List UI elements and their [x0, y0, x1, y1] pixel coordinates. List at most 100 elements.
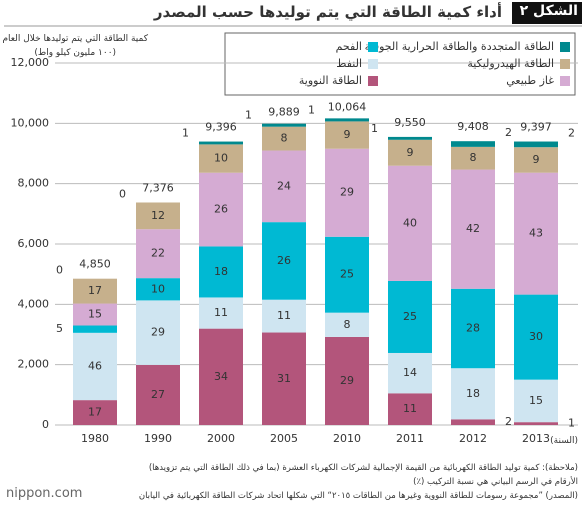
segment-label: 1: [371, 122, 378, 135]
segment-label: 11: [214, 306, 228, 319]
legend-swatch: [368, 59, 378, 69]
y-tick-label: 4,000: [18, 297, 50, 310]
bar-segment: [325, 236, 369, 313]
legend-swatch: [368, 76, 378, 86]
notes: (ملاحظة): كمية توليد الطاقة الكهربائية م…: [138, 463, 578, 501]
bar-segment: [514, 147, 558, 173]
segment-label: 22: [151, 247, 165, 260]
segment-label: 0: [119, 187, 126, 200]
bar-segment: [388, 352, 432, 394]
legend-box: [224, 32, 576, 96]
segment-label: 12: [151, 209, 165, 222]
segment-label: 26: [277, 254, 291, 267]
x-tick-label: 2013: [522, 432, 550, 445]
bar-segment: [325, 121, 369, 149]
segment-label: 10: [151, 282, 165, 295]
x-tick-label: 2010: [333, 432, 361, 445]
segment-label: 5: [56, 322, 63, 335]
chart-title: أداء كمية الطاقة التي يتم توليدها حسب ال…: [153, 3, 502, 21]
total-label: 4,850: [79, 258, 111, 271]
segment-label: 34: [214, 370, 228, 383]
x-tick-label: 1990: [144, 432, 172, 445]
y-tick-label: 8,000: [18, 177, 50, 190]
bar-segment: [451, 141, 495, 147]
bar-segment: [262, 150, 306, 223]
bar-segment: [325, 336, 369, 425]
legend-swatch: [560, 59, 570, 69]
bar-segment: [514, 172, 558, 295]
bar-segment: [514, 379, 558, 423]
segment-label: 2: [505, 126, 512, 139]
bar-segment: [325, 148, 369, 237]
bar-segment: [388, 393, 432, 425]
y-tick-label: 12,000: [11, 56, 50, 69]
segment-label: 15: [529, 394, 543, 407]
bar-segment: [136, 278, 180, 301]
segment-label: 8: [344, 318, 351, 331]
bar-segment: [199, 172, 243, 247]
bar-segment: [73, 400, 117, 425]
legend-label: الطاقة المتجددة والطاقة الحرارية الجوفية: [365, 40, 554, 53]
segment-label: 2: [568, 127, 575, 140]
segment-label: 43: [529, 227, 543, 240]
bar-segment: [451, 288, 495, 369]
bar-segment: [451, 419, 495, 425]
bar-segment: [199, 144, 243, 173]
bar-segment: [388, 136, 432, 140]
x-tick-label: 2012: [459, 432, 487, 445]
segment-label: 18: [466, 387, 480, 400]
segment-label: 28: [466, 322, 480, 335]
segment-label: 1: [182, 127, 189, 140]
bar-segment: [262, 332, 306, 425]
segment-label: 26: [214, 203, 228, 216]
bar-segment: [262, 126, 306, 151]
segment-label: 31: [277, 372, 291, 385]
bar-segment: [136, 364, 180, 425]
segment-label: 1: [308, 103, 315, 116]
x-tick-label: 2011: [396, 432, 424, 445]
bar-segment: [388, 165, 432, 281]
total-label: 9,397: [520, 121, 552, 134]
segment-label: 10: [214, 152, 228, 165]
segment-label: 29: [340, 186, 354, 199]
bar-segment: [388, 280, 432, 353]
legend-label: الفحم: [336, 40, 362, 53]
segment-label: 25: [340, 268, 354, 281]
segment-label: 40: [403, 216, 417, 229]
bar-segment: [262, 222, 306, 300]
legend-label: غاز طبيعي: [506, 74, 554, 87]
bar-segment: [514, 294, 558, 380]
y-tick-label: 10,000: [11, 116, 50, 129]
bar-segment: [325, 118, 369, 122]
bar-segment: [73, 325, 117, 333]
segment-label: 11: [403, 402, 417, 415]
bar-segment: [262, 123, 306, 127]
total-label: 10,064: [328, 100, 367, 113]
segment-label: 8: [470, 151, 477, 164]
legend-label: النفط: [336, 57, 362, 70]
segment-label: 11: [277, 309, 291, 322]
segment-label: 30: [529, 330, 543, 343]
bar-segment: [73, 303, 117, 326]
segment-label: 27: [151, 388, 165, 401]
total-label: 9,889: [268, 106, 300, 119]
bar-segment: [199, 328, 243, 425]
bar-segment: [451, 169, 495, 289]
segment-label: 0: [56, 264, 63, 277]
bar-segment: [514, 422, 558, 425]
bar-segment: [388, 139, 432, 166]
y-tick-label: 0: [42, 418, 49, 431]
x-label: (السنة): [550, 436, 578, 446]
bar-segment: [325, 312, 369, 337]
segment-label: 17: [88, 284, 102, 297]
bar-segment: [136, 300, 180, 365]
y-tick-label: 6,000: [18, 237, 50, 250]
bar-segment: [199, 246, 243, 298]
y-label: كمية الطاقة التي يتم توليدها خلال العام(…: [2, 34, 148, 58]
logo: nippon.com: [6, 486, 83, 501]
legend-label: الطاقة النووية: [299, 74, 362, 87]
bar-segment: [136, 229, 180, 279]
segment-label: 42: [466, 222, 480, 235]
segment-label: 17: [88, 406, 102, 419]
